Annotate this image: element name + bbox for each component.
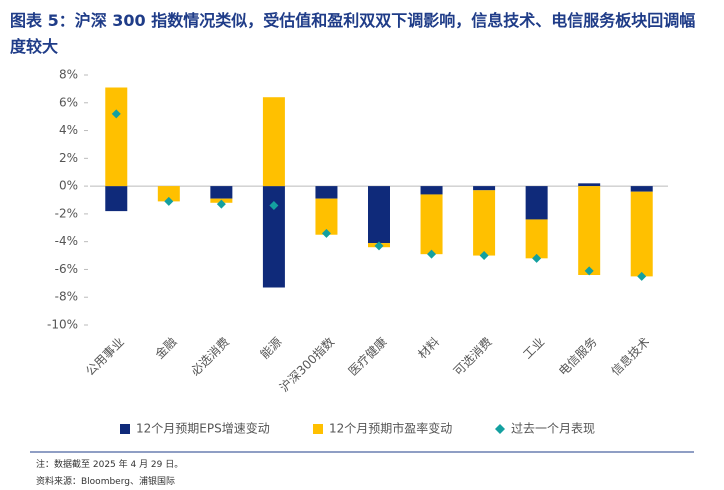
diamond-marker	[479, 251, 489, 261]
diamond-marker	[637, 271, 647, 281]
y-tick-label: -2%	[55, 206, 78, 220]
x-tick-label: 金融	[152, 334, 180, 362]
y-tick-label: 8%	[59, 68, 78, 82]
bar	[578, 186, 601, 275]
x-tick-label: 可选消费	[451, 335, 495, 379]
bar	[525, 186, 548, 220]
note: 注：数据截至 2025 年 4 月 29 日。	[36, 460, 184, 470]
legend-marker	[495, 424, 505, 434]
x-tick-label: 工业	[520, 335, 547, 362]
bar	[578, 183, 601, 187]
x-tick-label: 沪深300指数	[276, 334, 337, 395]
y-tick-label: -10%	[47, 318, 78, 332]
legend-marker	[120, 424, 130, 434]
diamond-marker	[532, 253, 542, 263]
legend-label: 12个月预期EPS增速变动	[136, 421, 270, 436]
y-tick-label: -8%	[55, 290, 78, 304]
bar	[315, 186, 338, 199]
y-tick-label: -6%	[55, 262, 78, 276]
y-tick-label: -4%	[55, 234, 78, 248]
source: 资料来源：Bloomberg、浦银国际	[36, 477, 175, 487]
y-tick-label: 6%	[59, 95, 78, 109]
bar	[525, 219, 548, 259]
diamond-marker	[321, 228, 331, 238]
bar	[262, 97, 285, 187]
y-tick-label: 4%	[59, 123, 78, 137]
x-tick-label: 公用事业	[83, 335, 127, 379]
bar	[473, 186, 496, 191]
x-tick-label: 能源	[258, 335, 285, 362]
legend-marker	[313, 424, 323, 434]
x-tick-label: 必选消费	[188, 335, 232, 379]
bar	[473, 190, 496, 256]
chart-title: 图表 5：沪深 300 指数情况类似，受估值和盈利双双下调影响，信息技术、电信服…	[10, 11, 696, 56]
diamond-marker	[584, 266, 594, 276]
legend-label: 12个月预期市盈率变动	[329, 421, 452, 436]
x-tick-label: 医疗健康	[345, 334, 390, 379]
bar	[368, 186, 390, 244]
x-tick-label: 材料	[415, 335, 442, 362]
bar	[157, 186, 180, 202]
diamond-marker	[164, 196, 174, 206]
diamond-marker	[427, 249, 437, 259]
diamond-marker	[216, 199, 226, 209]
bar	[420, 194, 443, 255]
diamond-marker	[269, 201, 279, 211]
x-tick-label: 信息技术	[608, 334, 653, 379]
bar	[210, 186, 233, 199]
bar	[420, 186, 443, 195]
y-tick-label: 2%	[59, 151, 78, 165]
diamond-marker	[374, 241, 384, 251]
bar	[262, 186, 285, 288]
legend-label: 过去一个月表现	[511, 422, 595, 436]
bar	[105, 186, 128, 212]
diamond-marker	[111, 109, 121, 119]
y-tick-label: 0%	[59, 179, 78, 193]
bar	[630, 186, 653, 192]
bar	[105, 87, 128, 187]
bar	[630, 191, 653, 277]
x-tick-label: 电信服务	[555, 334, 600, 379]
bar	[315, 198, 338, 235]
